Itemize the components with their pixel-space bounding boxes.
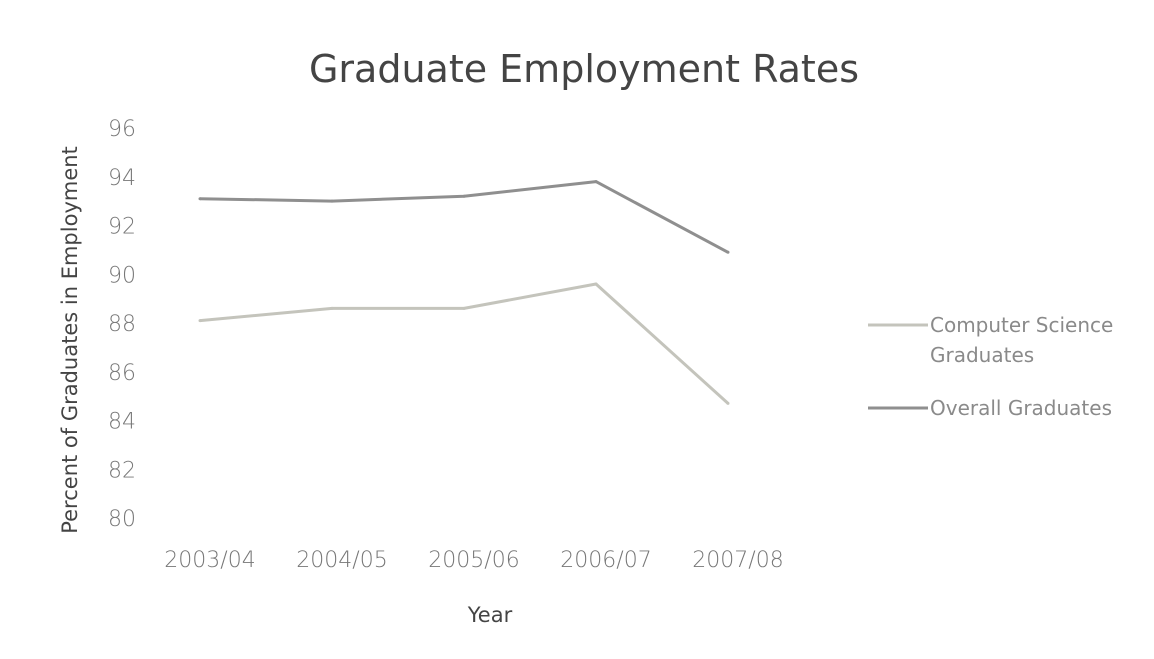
data-point bbox=[462, 194, 466, 198]
data-point bbox=[198, 197, 202, 201]
chart-title: Graduate Employment Rates bbox=[309, 47, 859, 91]
y-tick-label: 82 bbox=[108, 458, 136, 483]
series-line-0 bbox=[199, 282, 730, 405]
y-tick-label: 88 bbox=[108, 312, 136, 337]
data-point bbox=[330, 306, 334, 310]
x-tick-group: 2003/04 2004/05 2005/06 2006/07 2007/08 bbox=[164, 548, 783, 573]
y-tick-label: 80 bbox=[108, 507, 136, 532]
y-tick-group: 80 82 84 86 88 90 92 94 96 bbox=[108, 117, 136, 532]
x-tick-label: 2003/04 bbox=[164, 548, 255, 573]
y-tick-label: 92 bbox=[108, 215, 136, 240]
data-point bbox=[198, 319, 202, 323]
y-axis-label: Percent of Graduates in Employment bbox=[58, 146, 82, 534]
data-point bbox=[594, 282, 598, 286]
series-group bbox=[198, 180, 730, 405]
data-point bbox=[726, 401, 730, 405]
y-tick-label: 90 bbox=[108, 263, 136, 288]
data-point bbox=[330, 199, 334, 203]
legend: Computer Science Graduates Overall Graduat… bbox=[868, 313, 1113, 420]
series-line-1 bbox=[199, 180, 729, 254]
data-point bbox=[726, 250, 730, 254]
x-axis-label: Year bbox=[467, 603, 513, 627]
x-tick-label: 2005/06 bbox=[428, 548, 519, 573]
x-tick-label: 2007/08 bbox=[692, 548, 783, 573]
legend-label: Computer Science Graduates bbox=[930, 313, 1113, 367]
y-tick-label: 84 bbox=[108, 410, 136, 435]
y-tick-label: 94 bbox=[108, 166, 136, 191]
y-tick-label: 96 bbox=[108, 117, 136, 142]
legend-label: Overall Graduates bbox=[930, 396, 1112, 420]
y-tick-label: 86 bbox=[108, 361, 136, 386]
x-tick-label: 2006/07 bbox=[560, 548, 651, 573]
x-tick-label: 2004/05 bbox=[296, 548, 387, 573]
data-point bbox=[462, 306, 466, 310]
data-point bbox=[594, 180, 598, 184]
